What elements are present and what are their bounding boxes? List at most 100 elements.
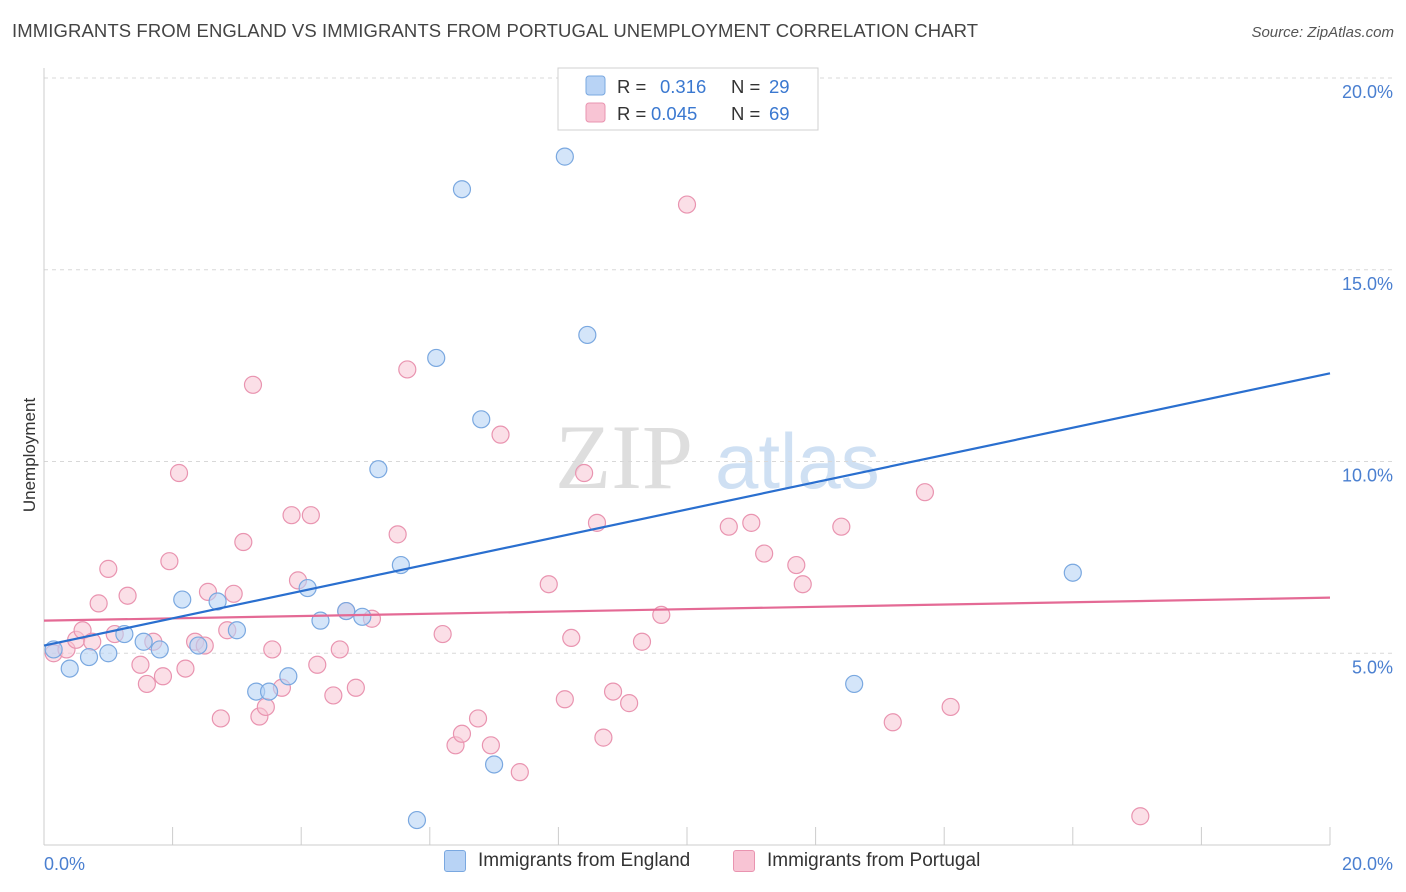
portugal-point xyxy=(832,517,851,536)
england-point xyxy=(208,592,227,611)
bottom-legend: Immigrants from England Immigrants from … xyxy=(0,850,1406,880)
y-axis-label: Unemployment xyxy=(20,398,39,513)
legend-england-n-label: N = xyxy=(731,76,760,97)
england-point xyxy=(259,682,279,701)
portugal-point xyxy=(539,575,558,594)
england-point xyxy=(99,644,118,663)
portugal-point xyxy=(282,506,301,525)
portugal-point xyxy=(308,655,327,674)
england-point xyxy=(173,590,192,609)
portugal-point xyxy=(263,640,282,659)
bottom-legend-england-swatch xyxy=(444,850,466,872)
portugal-point xyxy=(677,195,697,214)
legend-portugal-r-value: 0.045 xyxy=(651,103,697,124)
y-tick-label: 10.0% xyxy=(1342,466,1393,486)
legend-portugal-n-value: 69 xyxy=(769,103,790,124)
portugal-point xyxy=(632,632,652,651)
england-point xyxy=(1063,563,1082,582)
portugal-point xyxy=(224,584,243,603)
england-point xyxy=(134,632,153,651)
england-point xyxy=(845,674,864,694)
portugal-point xyxy=(398,360,417,379)
portugal-point xyxy=(89,594,108,613)
bottom-legend-england: Immigrants from England xyxy=(444,850,690,872)
legend-england-n-value: 29 xyxy=(769,76,790,97)
portugal-point xyxy=(793,575,812,594)
portugal-point xyxy=(481,736,500,755)
england-trend-line xyxy=(43,372,1331,647)
england-point xyxy=(60,659,79,678)
portugal-point xyxy=(243,375,263,394)
bottom-legend-portugal-swatch xyxy=(733,850,755,872)
legend-box: R = 0.316 N = 29 R = 0.045 N = 69 xyxy=(557,67,819,131)
portugal-point xyxy=(330,640,349,659)
portugal-point xyxy=(468,709,488,728)
portugal-point xyxy=(346,678,365,697)
portugal-point xyxy=(755,544,774,563)
portugal-trend-line xyxy=(43,596,1331,622)
y-tick-label: 20.0% xyxy=(1342,82,1393,102)
bottom-legend-portugal-label: Immigrants from Portugal xyxy=(767,850,981,871)
england-point xyxy=(485,755,504,774)
portugal-point xyxy=(176,659,195,678)
portugal-point xyxy=(131,655,150,674)
portugal-point xyxy=(555,690,574,709)
watermark-zip: ZIP xyxy=(555,406,693,508)
england-point xyxy=(279,667,298,686)
portugal-point xyxy=(491,425,510,444)
portugal-point xyxy=(388,525,407,544)
axes xyxy=(43,68,1331,846)
portugal-point xyxy=(719,517,738,536)
england-point xyxy=(555,147,574,166)
portugal-point xyxy=(742,513,761,532)
portugal-point xyxy=(169,463,189,483)
portugal-point xyxy=(153,667,173,686)
england-point xyxy=(189,636,208,655)
portugal-point xyxy=(211,709,230,728)
legend-portugal-swatch xyxy=(585,102,606,123)
england-point xyxy=(79,647,99,667)
portugal-point xyxy=(620,694,639,713)
gridlines xyxy=(44,77,1395,654)
portugal-point xyxy=(118,586,137,605)
tick-labels: 5.0% 10.0% 15.0% 20.0% 0.0% 20.0% xyxy=(44,82,1393,874)
portugal-point xyxy=(915,483,935,502)
series-portugal-points xyxy=(44,195,1150,826)
england-point xyxy=(353,607,372,626)
y-tick-label: 5.0% xyxy=(1352,657,1393,677)
portugal-point xyxy=(301,506,320,525)
england-point xyxy=(227,621,246,640)
england-point xyxy=(427,348,446,368)
trend-lines xyxy=(43,372,1331,647)
chart-source: Source: ZipAtlas.com xyxy=(1251,24,1394,41)
portugal-point xyxy=(603,682,623,701)
legend-portugal-r-label: R = xyxy=(617,103,646,124)
portugal-point xyxy=(594,728,613,747)
england-point xyxy=(150,640,169,659)
legend-portugal-n-label: N = xyxy=(731,103,760,124)
portugal-point xyxy=(256,697,275,717)
bottom-legend-england-label: Immigrants from England xyxy=(478,850,691,871)
portugal-point xyxy=(433,624,452,644)
england-point xyxy=(578,325,597,345)
portugal-point xyxy=(1131,807,1150,826)
portugal-point xyxy=(883,713,902,732)
portugal-point xyxy=(160,552,179,571)
portugal-point xyxy=(324,686,343,705)
england-point xyxy=(369,460,388,479)
x-tick-label-min: 0.0% xyxy=(44,854,85,874)
portugal-point xyxy=(99,559,118,578)
england-point xyxy=(337,601,356,621)
portugal-point xyxy=(137,674,156,694)
chart-title: IMMIGRANTS FROM ENGLAND VS IMMIGRANTS FR… xyxy=(12,20,979,41)
legend-england-swatch xyxy=(585,75,606,96)
legend-england-r-label: R = xyxy=(617,76,646,97)
y-tick-label: 15.0% xyxy=(1342,274,1393,294)
x-tick-label-max: 20.0% xyxy=(1342,854,1393,874)
england-point xyxy=(407,810,427,830)
portugal-point xyxy=(452,724,472,743)
portugal-point xyxy=(234,532,253,552)
england-point xyxy=(472,410,491,429)
portugal-point xyxy=(562,628,581,648)
